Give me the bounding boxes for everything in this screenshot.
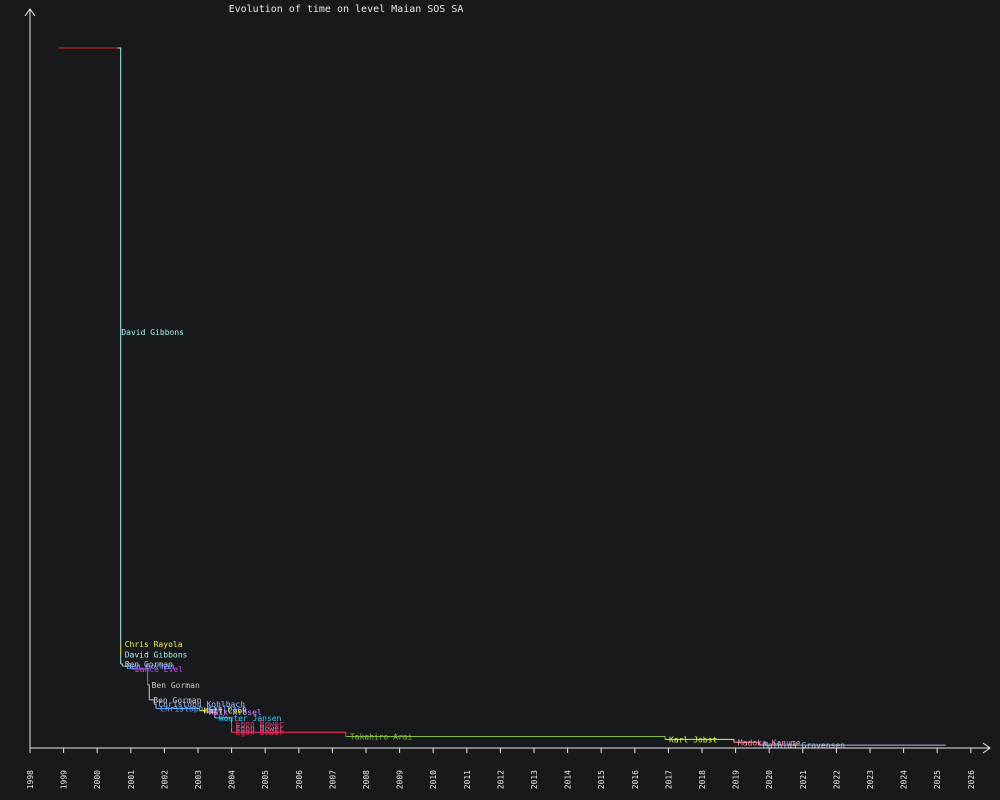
record-step-line xyxy=(120,663,123,667)
record-step-line xyxy=(122,665,132,670)
x-tick-label: 2016 xyxy=(631,770,640,789)
record-step-line xyxy=(345,736,666,740)
x-tick-label: 2025 xyxy=(933,770,942,789)
record-step-line xyxy=(231,731,347,737)
record-label: Christoph Kohlbach xyxy=(158,700,245,709)
x-tick-label: 2022 xyxy=(832,770,841,789)
x-axis-ticks: 1998 1999 2000 2001 2002 2003 2004 2005 2006 2007… xyxy=(26,748,976,789)
x-tick-label: 2002 xyxy=(160,770,169,789)
x-tick-label: 2005 xyxy=(261,770,270,789)
x-tick-label: 1999 xyxy=(60,770,69,789)
record-label: Madoka Kanume xyxy=(738,738,801,747)
record-label: Egon Bower xyxy=(236,728,284,737)
record-step-line xyxy=(149,699,155,705)
chart-title: Evolution of time on level Maian SOS SA xyxy=(229,4,464,15)
x-tick-label: 2001 xyxy=(127,770,136,789)
record-label: David Gibbons xyxy=(125,651,188,660)
x-tick-label: 2015 xyxy=(597,770,606,789)
y-axis xyxy=(24,8,36,748)
x-tick-label: 2008 xyxy=(362,770,371,789)
record-label: Lance Evel xyxy=(135,665,183,674)
x-tick-label: 2007 xyxy=(328,770,337,789)
record-label: Ben Gorman xyxy=(152,681,200,690)
record-step-line xyxy=(665,738,735,743)
record-label: Takahiro Arai xyxy=(350,733,413,742)
record-label: Mathias Gravensen xyxy=(763,741,845,750)
record-label: Karl Jobst xyxy=(669,735,717,744)
record-label: Ben Gorman xyxy=(153,696,201,705)
x-axis: 1998 1999 2000 2001 2002 2003 2004 2005 2006 2007… xyxy=(26,742,991,789)
record-label: Egon Bower xyxy=(236,724,284,733)
x-tick-label: 2009 xyxy=(396,770,405,789)
record-label: Christoph Kohlbach xyxy=(160,705,247,714)
x-axis-arrow xyxy=(982,742,991,754)
x-tick-label: 2004 xyxy=(228,770,237,789)
record-label: Matt Cook xyxy=(204,707,248,716)
record-step-line xyxy=(117,47,122,644)
x-tick-label: 2024 xyxy=(900,770,909,789)
y-axis-arrow xyxy=(24,8,36,17)
x-tick-label: 2006 xyxy=(295,770,304,789)
x-tick-label: 2013 xyxy=(530,770,539,789)
record-step-line xyxy=(204,711,216,718)
record-label: Ben Gorman xyxy=(125,660,173,669)
x-tick-label: 2018 xyxy=(698,770,707,789)
record-step-line xyxy=(147,684,150,700)
x-tick-label: 2010 xyxy=(429,770,438,789)
x-tick-label: 2014 xyxy=(564,770,573,789)
record-step-line xyxy=(214,717,233,724)
record-step-line xyxy=(130,668,149,685)
x-tick-label: 2012 xyxy=(496,770,505,789)
record-step-line xyxy=(154,703,157,709)
record-label: David Gibbons xyxy=(121,328,184,337)
x-tick-label: 2021 xyxy=(799,770,808,789)
record-label: Ben Gorman xyxy=(126,662,174,671)
record-step-line xyxy=(733,741,760,746)
x-tick-label: 2011 xyxy=(463,770,472,789)
x-tick-label: 2017 xyxy=(664,770,673,789)
x-tick-label: 2023 xyxy=(866,770,875,789)
record-label: Chris Rayola xyxy=(125,640,183,649)
x-tick-label: 2003 xyxy=(194,770,203,789)
x-tick-label: 2026 xyxy=(967,770,976,789)
x-tick-label: 2020 xyxy=(765,770,774,789)
record-label: Maik Krösel xyxy=(209,708,262,717)
record-lines xyxy=(58,47,946,746)
record-step-line xyxy=(156,708,201,711)
x-tick-label: 2019 xyxy=(732,770,741,789)
record-label: Wouter Jansen xyxy=(219,714,282,723)
x-tick-label: 1998 xyxy=(26,770,35,789)
x-tick-label: 2000 xyxy=(93,770,102,789)
record-label: Egon Bower xyxy=(236,720,284,729)
